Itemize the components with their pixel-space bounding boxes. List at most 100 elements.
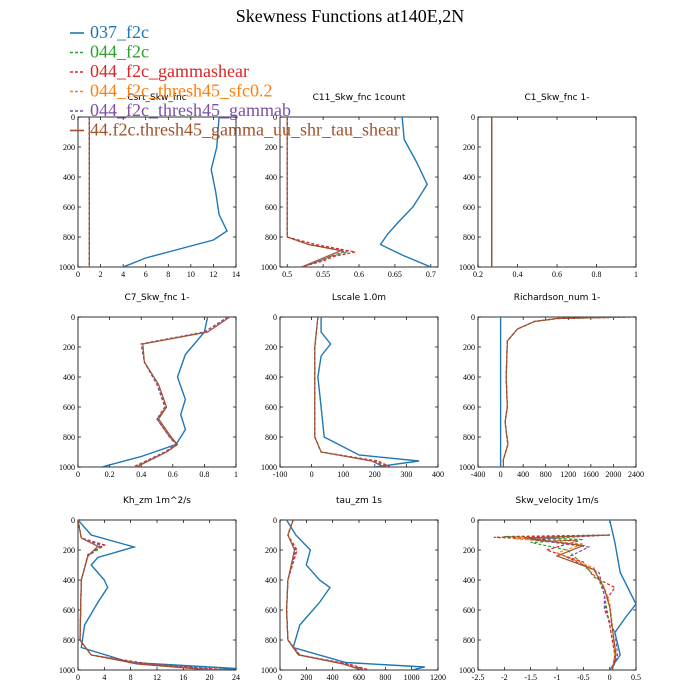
x-tick-label: 2400 [628, 470, 644, 479]
x-tick-label: 400 [327, 673, 339, 682]
x-tick-label: 0.4 [513, 270, 523, 279]
x-tick-label: 0.5 [631, 673, 641, 682]
panel-title: tau_zm 1s [336, 496, 382, 506]
series-line-044-f2c-thresh45-sfc0-2 [314, 317, 388, 467]
series-line-44-f2c-thresh45-gamma-uu-shr-tau-shear [314, 317, 385, 467]
series-line-044-f2c-gammashear [286, 117, 356, 267]
legend-label: 037_f2c [90, 22, 149, 42]
y-tick-label: 600 [265, 403, 277, 412]
series-line-044-f2c-thresh45-gammab [285, 520, 366, 670]
x-tick-label: 1 [634, 270, 638, 279]
series-line-044-f2c [133, 317, 229, 467]
x-tick-label: 0.6 [552, 270, 562, 279]
x-tick-label: 0.65 [388, 270, 402, 279]
y-tick-label: 0 [71, 313, 75, 322]
x-tick-label: 200 [300, 673, 312, 682]
y-tick-label: 0 [71, 516, 75, 525]
y-tick-label: 200 [265, 143, 277, 152]
x-tick-label: 1200 [430, 673, 446, 682]
y-tick-label: 400 [463, 373, 475, 382]
panel-8: tau_zm 1s 0 200 400 600 800 1000 1200 0 200 400 600… [261, 496, 446, 682]
panel-title: Richardson_num 1- [514, 293, 601, 303]
panel-title: Kh_zm 1m^2/s [123, 496, 191, 506]
y-tick-label: 800 [265, 636, 277, 645]
plot-frame [477, 116, 637, 268]
x-tick-label: 100 [337, 470, 349, 479]
x-tick-label: -1.5 [524, 673, 537, 682]
y-tick-label: 0 [471, 313, 475, 322]
panel-2: C11_Skw_fnc 1count 0.5 0.55 0.6 0.65 0.7 0 200 4… [261, 93, 439, 279]
y-tick-label: 600 [463, 203, 475, 212]
panel-1: Csrt_Skw_fnc 0 2 4 6 8 10 12 14 0 200 400 600 800 1000 [59, 93, 240, 279]
x-tick-label: 2 [99, 270, 103, 279]
series-line-044-f2c-thresh45-sfc0-2 [133, 317, 229, 467]
x-tick-label: -100 [273, 470, 288, 479]
series-line-044-f2c-gammashear [78, 520, 230, 670]
series-line-44-f2c-thresh45-gamma-uu-shr-tau-shear [502, 317, 631, 467]
x-tick-label: 8 [166, 270, 170, 279]
y-tick-label: 800 [265, 433, 277, 442]
y-tick-label: 600 [463, 403, 475, 412]
legend-label: 044_f2c_gammashear [90, 61, 249, 81]
x-tick-label: 0 [76, 470, 80, 479]
series-line-044-f2c-gammashear [285, 520, 370, 670]
legend-label: 044_f2c_thresh45_gammab [90, 100, 291, 120]
plot-frame [77, 116, 237, 268]
x-tick-label: 400 [517, 470, 529, 479]
y-tick-label: 600 [63, 203, 75, 212]
y-tick-label: 800 [63, 433, 75, 442]
y-tick-label: 1000 [59, 666, 75, 675]
legend-label: 044_f2c [90, 42, 149, 62]
y-tick-label: 600 [265, 606, 277, 615]
y-tick-label: 0 [273, 313, 277, 322]
series-line-44-f2c-thresh45-gamma-uu-shr-tau-shear [285, 520, 362, 670]
series-line-037-f2c [379, 117, 432, 267]
x-tick-label: 0 [608, 673, 612, 682]
series-line-044-f2c-thresh45-sfc0-2 [514, 534, 616, 670]
y-tick-label: 600 [463, 606, 475, 615]
x-tick-label: 0 [278, 673, 282, 682]
x-tick-label: 10 [187, 270, 195, 279]
y-tick-label: 800 [63, 636, 75, 645]
series-line-44-f2c-thresh45-gamma-uu-shr-tau-shear [525, 534, 617, 670]
y-tick-label: 1000 [459, 263, 475, 272]
x-tick-label: 1000 [404, 673, 420, 682]
series-line-044-f2c [285, 520, 366, 670]
y-tick-label: 400 [265, 173, 277, 182]
x-tick-label: 0 [310, 470, 314, 479]
panel-4: C7_Skw_fnc 1- 0 0.2 0.4 0.6 0.8 1 0 200 400 600 800… [59, 293, 238, 479]
y-tick-label: 0 [471, 113, 475, 122]
series-line-044-f2c-thresh45-gammab [133, 317, 229, 467]
x-tick-label: 20 [206, 673, 214, 682]
y-tick-label: 400 [463, 576, 475, 585]
panel-5: Lscale 1.0m -100 0 100 200 300 400 0 200 400 600 80… [261, 293, 444, 479]
x-tick-label: 0.55 [316, 270, 330, 279]
series-line-037-f2c [78, 520, 236, 670]
y-tick-label: 1000 [261, 263, 277, 272]
series-line-044-f2c-thresh45-gammab [502, 317, 631, 467]
series-line-044-f2c-thresh45-sfc0-2 [502, 317, 631, 467]
x-tick-label: 0.2 [473, 270, 483, 279]
x-tick-label: 14 [232, 270, 240, 279]
series-line-044-f2c [502, 317, 631, 467]
x-tick-label: 0.2 [105, 470, 115, 479]
y-tick-label: 600 [265, 203, 277, 212]
series-line-044-f2c-gammashear [134, 317, 229, 467]
x-tick-label: 4 [121, 270, 125, 279]
y-tick-label: 800 [463, 233, 475, 242]
panel-3: C1_Skw_fnc 1- 0.2 0.4 0.6 0.8 1 0 200 400 600 800 1… [459, 93, 638, 279]
x-tick-label: 12 [153, 673, 161, 682]
y-tick-label: 800 [463, 433, 475, 442]
y-tick-label: 1000 [59, 263, 75, 272]
panel-title: Csrt_Skw_fnc [127, 93, 186, 103]
x-tick-label: 6 [144, 270, 148, 279]
y-tick-label: 800 [63, 233, 75, 242]
y-tick-label: 0 [71, 113, 75, 122]
x-tick-label: 800 [379, 673, 391, 682]
x-tick-label: -1 [554, 673, 561, 682]
x-tick-label: 0.8 [592, 270, 602, 279]
plot-frame [279, 116, 439, 268]
panel-6: Richardson_num 1--400 0 400 800 1200 1600 2000… [459, 293, 644, 479]
